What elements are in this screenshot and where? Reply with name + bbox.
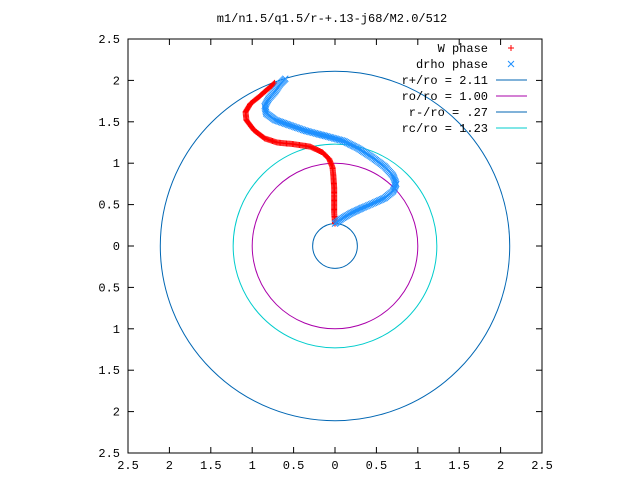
x-tick-label: 2 [166,459,173,473]
reference-circle [312,223,358,269]
y-axis-tick-labels: 2.5 2 1.5 1 0.5 0 0.5 1 1.5 2 2.5 [98,33,120,461]
x-tick-label: 1 [249,459,256,473]
x-tick-label: 2.5 [117,459,139,473]
x-tick-label: 2.5 [531,459,553,473]
y-tick-label: 2 [113,406,120,420]
x-tick-label: 1.5 [448,459,470,473]
reference-circle [251,162,419,330]
legend: W phase drho phase r+/ro = 2.11 ro/ro = 1.0… [402,42,527,136]
axis-ticks [127,38,543,454]
y-tick-label: 1 [113,157,120,171]
x-tick-label: 1.5 [200,459,222,473]
w-phase-series [242,79,338,227]
reference-circles [159,70,511,422]
legend-marker-cross [507,60,515,68]
x-tick-label: 1 [414,459,421,473]
y-tick-label: 2 [113,74,120,88]
y-tick-label: 2.5 [98,447,120,461]
reference-circle [159,70,511,422]
x-tick-label: 0.5 [283,459,305,473]
y-tick-label: 0.5 [98,199,120,213]
legend-label: r+/ro = 2.11 [402,74,488,88]
legend-label: r-/ro = .27 [409,106,488,120]
x-tick-label: 0 [331,459,338,473]
y-tick-label: 0.5 [98,281,120,295]
y-tick-label: 1.5 [98,116,120,130]
x-axis-tick-labels: 2.5 2 1.5 1 0.5 0 0.5 1 1.5 2 2.5 [117,459,553,473]
y-tick-label: 0 [113,240,120,254]
y-tick-label: 2.5 [98,33,120,47]
x-tick-label: 2 [497,459,504,473]
legend-label: drho phase [416,58,488,72]
legend-label: rc/ro = 1.23 [402,122,488,136]
legend-label: ro/ro = 1.00 [402,90,488,104]
drho-phase-point [281,75,289,83]
legend-label: W phase [438,42,488,56]
drho-phase-point [261,104,269,111]
y-tick-label: 1 [113,323,120,337]
chart-title: m1/n1.5/q1.5/r-+.13-j68/M2.0/512 [217,12,447,26]
y-tick-label: 1.5 [98,364,120,378]
w-phase-point [271,79,278,86]
legend-marker-plus [508,45,514,51]
x-tick-label: 0.5 [366,459,388,473]
phase-points [242,75,400,227]
drho-phase-series [261,75,400,227]
reference-circle [232,143,438,349]
